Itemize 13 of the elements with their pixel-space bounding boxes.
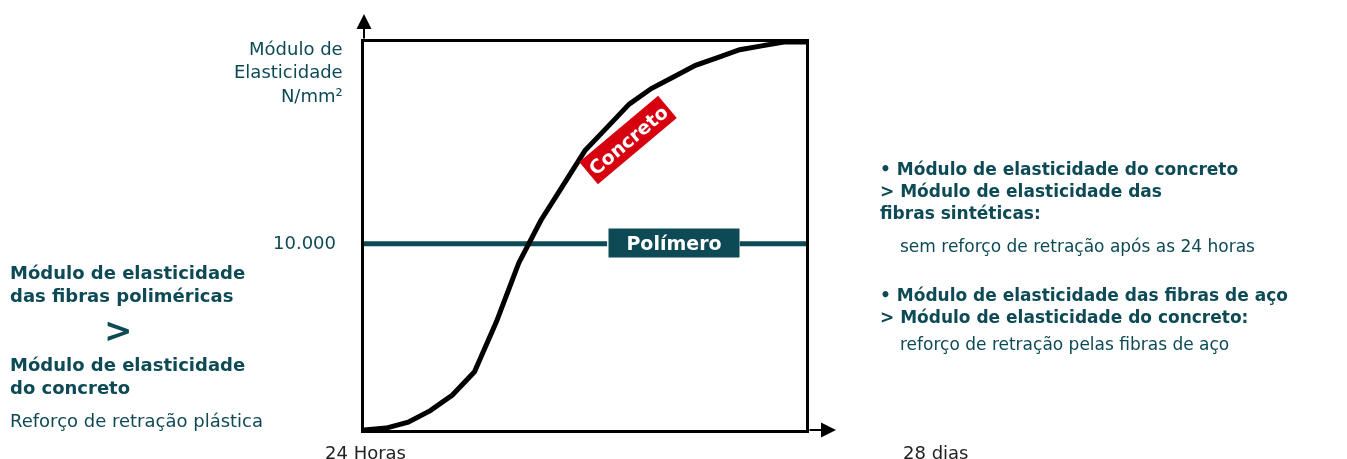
text: reforço de retração pelas fibras de aço bbox=[900, 334, 1230, 354]
text: 10.000 bbox=[273, 232, 336, 253]
text: Módulo de elasticidade das fibras poliméricas bbox=[10, 262, 246, 307]
text: Reforço de retração plástica bbox=[10, 410, 264, 431]
text: 24 Horas bbox=[325, 442, 406, 459]
y-axis-title: Módulo de Elasticidade N/mm² bbox=[234, 38, 343, 106]
text: • Módulo de elasticidade das fibras de aço > Módulo de elasticidade do concreto: bbox=[880, 285, 1288, 328]
series-label: Polímero bbox=[626, 232, 722, 254]
text: > bbox=[104, 310, 133, 350]
text: sem reforço de retração após as 24 horas bbox=[900, 236, 1256, 256]
text: 28 dias bbox=[903, 442, 969, 459]
text: • Módulo de elasticidade do concreto > Módulo de elasticidade das fibras sintéticas: bbox=[880, 159, 1239, 224]
text: Módulo de elasticidade do concreto bbox=[10, 354, 246, 399]
